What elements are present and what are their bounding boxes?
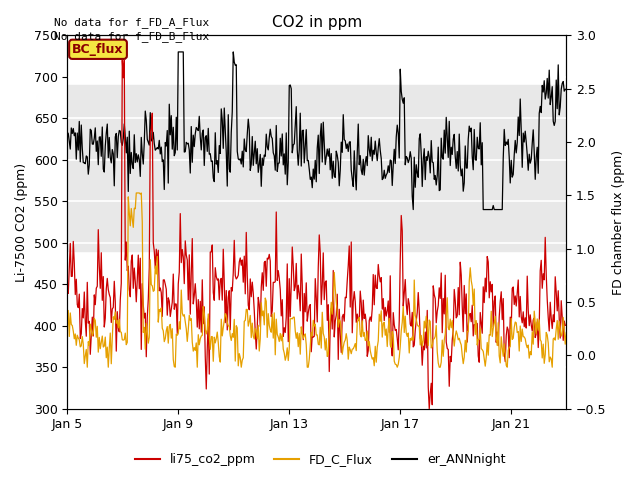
- Text: BC_flux: BC_flux: [72, 43, 124, 56]
- Legend: li75_co2_ppm, FD_C_Flux, er_ANNnight: li75_co2_ppm, FD_C_Flux, er_ANNnight: [130, 448, 510, 471]
- Text: No data for f_FD_A_Flux: No data for f_FD_A_Flux: [54, 17, 210, 28]
- Title: CO2 in ppm: CO2 in ppm: [271, 15, 362, 30]
- Text: No data for f_FD_B_Flux: No data for f_FD_B_Flux: [54, 31, 210, 42]
- Bar: [67, 85, 566, 251]
- Y-axis label: Li-7500 CO2 (ppm): Li-7500 CO2 (ppm): [15, 162, 28, 282]
- Y-axis label: FD chamber flux (ppm): FD chamber flux (ppm): [612, 149, 625, 295]
